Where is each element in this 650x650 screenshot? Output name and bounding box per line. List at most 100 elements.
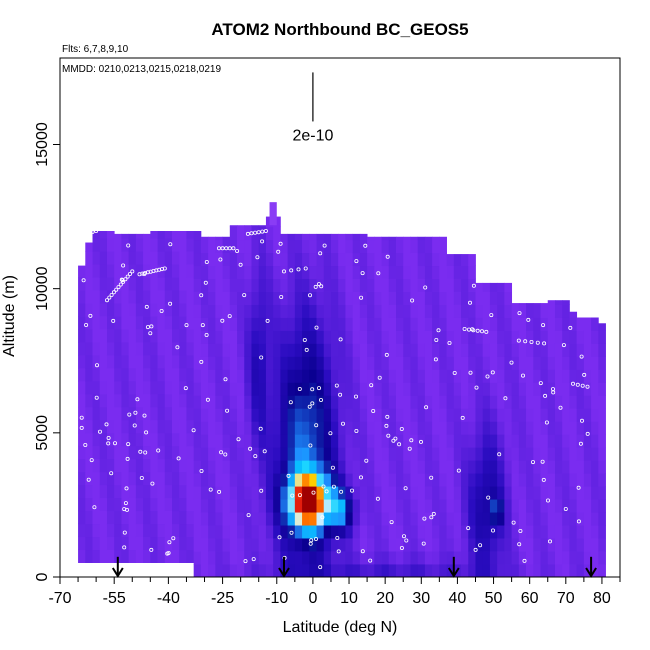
heatmap-cell xyxy=(121,471,130,486)
heatmap-cell xyxy=(179,510,187,525)
heatmap-cell xyxy=(222,330,231,344)
heatmap-cell xyxy=(381,447,390,461)
heatmap-cell xyxy=(150,536,158,551)
heatmap-cell xyxy=(92,264,101,278)
heatmap-cell xyxy=(280,369,289,383)
track-point xyxy=(313,537,318,542)
heatmap-cell xyxy=(150,419,158,434)
heatmap-cell xyxy=(85,549,93,563)
track-point xyxy=(251,557,256,562)
heatmap-cell xyxy=(273,538,281,552)
heatmap-cell xyxy=(280,525,289,539)
heatmap-cell xyxy=(193,499,202,513)
heatmap-cell xyxy=(547,395,556,409)
track-point xyxy=(105,298,110,303)
heatmap-cell xyxy=(193,434,202,448)
heatmap-cell xyxy=(99,393,108,408)
heatmap-cell xyxy=(396,382,404,396)
heatmap-cell xyxy=(294,278,303,292)
heatmap-cell xyxy=(554,304,563,318)
heatmap-cell xyxy=(576,330,585,344)
heatmap-cell xyxy=(374,460,382,474)
track-point xyxy=(503,396,508,401)
heatmap-cell xyxy=(396,564,404,578)
heatmap-cell xyxy=(598,473,606,487)
heatmap-cell xyxy=(229,460,238,474)
heatmap-cell xyxy=(251,252,260,267)
heatmap-cell xyxy=(287,369,296,383)
heatmap-cell xyxy=(222,236,231,241)
scale-marker-label: 2e-10 xyxy=(292,127,333,144)
heatmap-cell xyxy=(172,380,180,395)
heatmap-cell xyxy=(417,460,426,474)
heatmap-cell xyxy=(85,354,93,369)
heatmap-cell xyxy=(598,486,606,500)
heatmap-cell xyxy=(497,512,505,526)
heatmap-cell xyxy=(410,551,419,565)
heatmap-cell xyxy=(381,434,390,448)
heatmap-cell xyxy=(388,473,397,487)
heatmap-cell xyxy=(208,317,216,331)
heatmap-cell xyxy=(294,421,303,435)
heatmap-cell xyxy=(518,303,527,305)
heatmap-cell xyxy=(381,330,390,344)
heatmap-cell xyxy=(244,408,252,422)
heatmap-cell xyxy=(309,239,317,254)
heatmap-cell xyxy=(598,421,606,435)
heatmap-cell xyxy=(424,317,433,331)
heatmap-cell xyxy=(497,291,505,305)
heatmap-cell xyxy=(309,525,317,539)
heatmap-cell xyxy=(179,367,187,382)
heatmap-cell xyxy=(287,525,296,539)
heatmap-cell xyxy=(330,395,339,409)
heatmap-cell xyxy=(150,445,158,460)
heatmap-cell xyxy=(345,551,354,565)
heatmap-cell xyxy=(302,408,310,422)
heatmap-cell xyxy=(526,564,534,578)
heatmap-cell xyxy=(432,343,440,357)
heatmap-cell xyxy=(475,330,484,344)
heatmap-cell xyxy=(302,252,310,267)
heatmap-cell xyxy=(374,236,382,241)
heatmap-cell xyxy=(237,265,245,279)
heatmap-cell xyxy=(114,497,122,512)
heatmap-cell xyxy=(439,460,447,474)
heatmap-cell xyxy=(251,447,260,461)
heatmap-cell xyxy=(215,369,223,383)
heatmap-cell xyxy=(215,304,223,318)
heatmap-cell xyxy=(193,512,202,526)
heatmap-cell xyxy=(258,525,267,539)
heatmap-cell xyxy=(374,538,382,552)
heatmap-cell xyxy=(396,538,404,552)
heatmap-cell xyxy=(237,434,245,448)
heatmap-cell xyxy=(424,239,433,254)
heatmap-cell xyxy=(244,356,252,370)
heatmap-cell xyxy=(222,512,231,526)
heatmap-cell xyxy=(208,538,216,552)
heatmap-cell xyxy=(302,538,310,552)
heatmap-cell xyxy=(258,356,267,370)
heatmap-cell xyxy=(468,265,476,279)
heatmap-cell xyxy=(367,239,375,254)
heatmap-cell xyxy=(229,512,238,526)
heatmap-cell xyxy=(164,549,173,563)
heatmap-cell xyxy=(345,265,354,279)
heatmap-cell xyxy=(128,342,137,356)
heatmap-cell xyxy=(280,382,289,396)
heatmap-cell xyxy=(323,421,332,435)
heatmap-cell xyxy=(482,317,491,331)
heatmap-cell xyxy=(424,525,433,539)
heatmap-cell xyxy=(403,239,411,254)
heatmap-cell xyxy=(540,408,549,422)
heatmap-cell xyxy=(439,486,447,500)
heatmap-cell xyxy=(273,356,281,370)
heatmap-cell xyxy=(265,330,274,344)
heatmap-cell xyxy=(475,291,484,305)
heatmap-cell xyxy=(302,382,310,396)
heatmap-cell xyxy=(128,458,137,473)
heatmap-cell xyxy=(576,525,585,539)
heatmap-cell xyxy=(367,434,375,448)
heatmap-cell xyxy=(273,216,281,228)
heatmap-cell xyxy=(468,254,476,266)
y-tick-label: 5000 xyxy=(34,415,51,451)
